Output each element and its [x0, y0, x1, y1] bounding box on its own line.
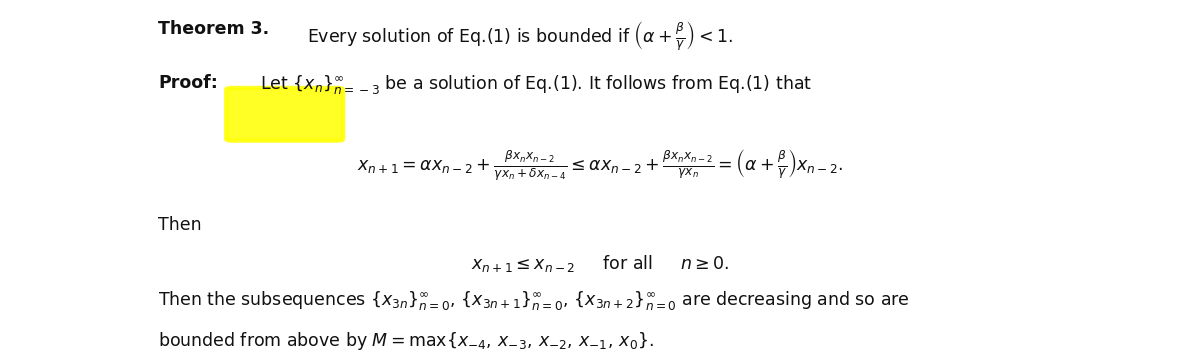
Text: Theorem 3.: Theorem 3. — [158, 20, 269, 38]
FancyBboxPatch shape — [226, 88, 343, 141]
Text: $x_{n+1} = \alpha x_{n-2}+\frac{\beta x_n x_{n-2}}{\gamma x_n+\delta x_{n-4}}\le: $x_{n+1} = \alpha x_{n-2}+\frac{\beta x_… — [356, 147, 844, 183]
Text: Let $\{x_n\}_{n=-3}^{\infty}$ be a solution of Eq.(1). It follows from Eq.(1) th: Let $\{x_n\}_{n=-3}^{\infty}$ be a solut… — [259, 74, 811, 97]
Text: Then: Then — [158, 216, 202, 233]
Text: $x_{n+1}\leq x_{n-2}$     for all     $n\geq 0.$: $x_{n+1}\leq x_{n-2}$ for all $n\geq 0.$ — [470, 253, 730, 274]
Text: bounded from above by $M=\max\{x_{-4},\,x_{-3},\,x_{-2},\,x_{-1},\,x_0\}.$: bounded from above by $M=\max\{x_{-4},\,… — [158, 330, 654, 352]
Text: Then the subsequences $\{x_{3n}\}_{n=0}^{\infty}$, $\{x_{3n+1}\}_{n=0}^{\infty}$: Then the subsequences $\{x_{3n}\}_{n=0}^… — [158, 291, 910, 313]
Text: Proof:: Proof: — [158, 74, 218, 92]
Text: Every solution of Eq.(1) is bounded if $\left(\alpha+\frac{\beta}{\gamma}\right): Every solution of Eq.(1) is bounded if $… — [307, 20, 733, 53]
